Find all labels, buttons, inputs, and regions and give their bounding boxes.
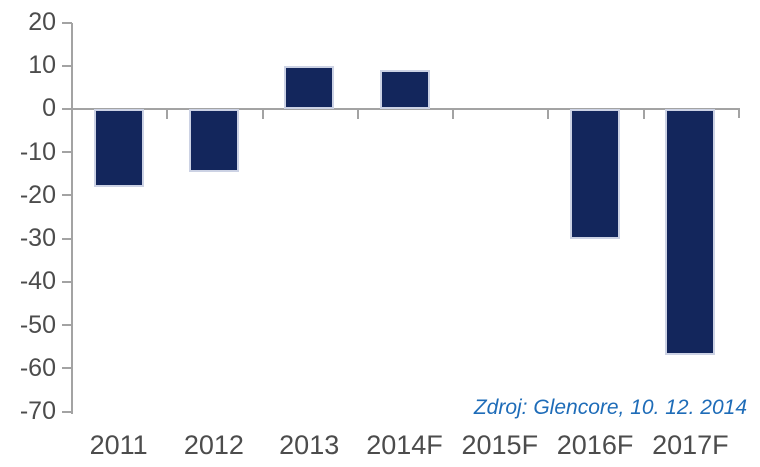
y-axis-line <box>71 22 73 414</box>
x-axis-end-tick <box>738 107 740 118</box>
x-axis-label-2016F: 2016F <box>556 430 634 460</box>
bar-2012 <box>188 108 239 172</box>
y-axis-tick <box>62 107 72 110</box>
x-axis-label-2015F: 2015F <box>461 430 539 460</box>
x-axis-label-2017F: 2017F <box>652 430 729 460</box>
y-axis-tick <box>62 324 72 327</box>
y-axis-tick <box>62 194 72 197</box>
y-axis-tick-label: -30 <box>19 224 56 253</box>
y-axis-tick-label: -20 <box>19 180 56 209</box>
x-axis-tick <box>166 109 169 119</box>
y-axis-tick <box>62 410 72 413</box>
y-axis-tick-label: 0 <box>42 94 56 123</box>
y-axis-tick-label: 10 <box>28 51 56 80</box>
bar-2011 <box>93 108 144 187</box>
y-axis-tick-label: -10 <box>19 137 56 166</box>
x-axis-tick <box>356 109 359 119</box>
bar-2016F <box>570 108 621 239</box>
y-axis-tick <box>62 367 72 370</box>
bar-2017F <box>665 108 716 356</box>
y-axis-tick-label: 20 <box>28 8 56 36</box>
y-axis-tick-label: -50 <box>19 310 56 339</box>
x-axis-label-2013: 2013 <box>279 430 340 460</box>
y-axis-tick <box>62 237 72 240</box>
x-axis-tick <box>261 109 264 119</box>
y-axis-tick <box>62 280 72 283</box>
source-note: Zdroj: Glencore, 10. 12. 2014 <box>473 396 747 419</box>
y-axis-tick <box>62 151 72 154</box>
y-axis-tick-label: -70 <box>19 397 56 425</box>
bar-2013 <box>284 65 335 109</box>
x-axis-tick <box>452 109 455 119</box>
y-axis-tick-label: -40 <box>19 267 56 296</box>
x-axis-label-2012: 2012 <box>183 430 244 460</box>
y-axis-tick-label: -60 <box>19 353 56 382</box>
y-axis-tick <box>62 64 72 67</box>
x-axis-line <box>71 107 740 110</box>
x-axis-tick <box>642 109 645 119</box>
x-axis-label-2011: 2011 <box>89 430 148 460</box>
bar-2014F <box>379 70 430 109</box>
y-axis-tick <box>62 21 72 24</box>
x-axis-label-2014F: 2014F <box>366 430 443 460</box>
x-axis-tick <box>547 109 550 119</box>
